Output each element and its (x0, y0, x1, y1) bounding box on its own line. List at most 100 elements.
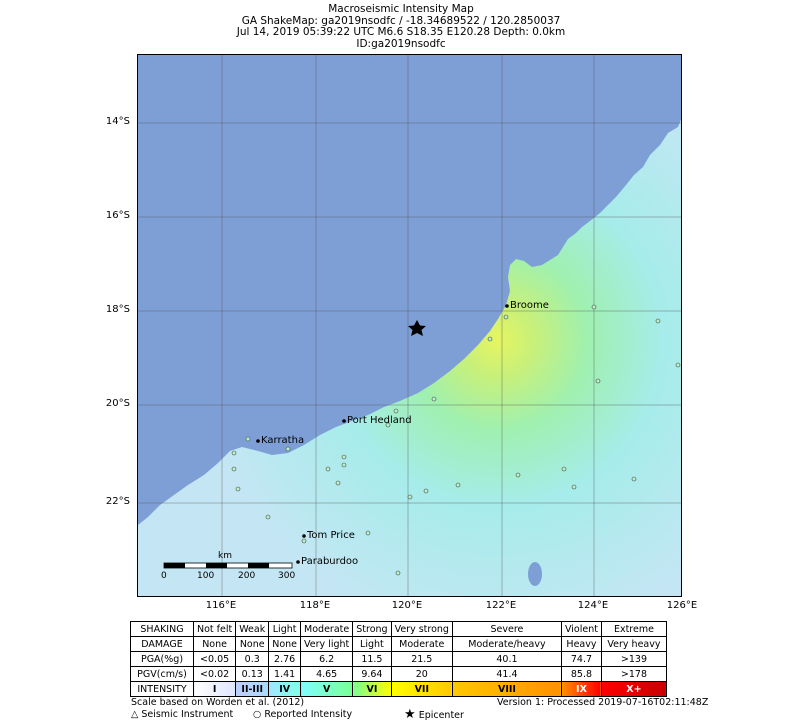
intensity-swatch-VI: VI (352, 681, 392, 697)
map-title: Macroseismic Intensity Map GA ShakeMap: … (0, 3, 802, 50)
lat-label-22s: 22°S (105, 496, 130, 507)
legend-cell: Not felt (192, 621, 237, 637)
legend-row-intensity: INTENSITY I II-III IV V VI VII VIII IX X… (130, 681, 667, 697)
legend-cell: Very heavy (600, 636, 667, 652)
legend-cell: Moderate (390, 636, 453, 652)
legend-cell: >139 (600, 651, 667, 667)
legend-reported-intensity: ○ Reported Intensity (253, 709, 352, 720)
legend-cell: Light (352, 636, 392, 652)
legend-cell: None (268, 636, 302, 652)
seismic-instrument-label: Seismic Instrument (141, 709, 234, 720)
legend-cell: Very strong (390, 621, 453, 637)
intensity-swatch-I: I (192, 681, 237, 697)
intensity-swatch-X-plus: X+ (600, 681, 667, 697)
lake-feature (528, 562, 542, 586)
legend-cell: Strong (352, 621, 392, 637)
legend-cell: 74.7 (560, 651, 602, 667)
title-line-3: Jul 14, 2019 05:39:22 UTC M6.6 S18.35 E1… (236, 26, 566, 38)
legend-cell: Moderate/heavy (451, 636, 562, 652)
place-label-paraburdoo: Paraburdoo (301, 556, 359, 567)
lat-label-20s: 20°S (105, 398, 130, 409)
lon-label-118e: 118°E (299, 600, 331, 611)
legend-cell: 41.4 (451, 666, 562, 682)
title-line-4: ID:ga2019nsodfc (356, 37, 446, 50)
legend-row-label: INTENSITY (130, 681, 194, 697)
place-label-karratha: Karratha (261, 435, 305, 446)
legend-cell: 4.65 (300, 666, 354, 682)
legend-cell: 11.5 (352, 651, 392, 667)
lon-label-120e: 120°E (391, 600, 423, 611)
scale-tick-200: 200 (238, 571, 256, 581)
legend-cell: 21.5 (390, 651, 453, 667)
scale-bar (163, 562, 293, 569)
legend-cell: 1.41 (268, 666, 302, 682)
place-label-tom-price: Tom Price (307, 530, 355, 541)
legend-row-damage: DAMAGE None None None Very light Light M… (130, 636, 667, 652)
scale-tick-300: 300 (278, 571, 296, 581)
legend-cell: Very light (300, 636, 354, 652)
legend-cell: 9.64 (352, 666, 392, 682)
legend-cell: Violent (560, 621, 602, 637)
map-svg (138, 55, 681, 596)
reported-intensity-label: Reported Intensity (264, 709, 353, 720)
place-label-port-hedland: Port Hedland (347, 415, 412, 426)
circle-icon: ○ (253, 709, 262, 720)
legend-cell: >178 (600, 666, 667, 682)
lat-label-14s: 14°S (105, 116, 130, 127)
legend-row-label: DAMAGE (130, 636, 194, 652)
legend-row-shaking: SHAKING Not felt Weak Light Moderate Str… (130, 621, 667, 637)
lat-label-18s: 18°S (105, 304, 130, 315)
intensity-swatch-V: V (300, 681, 354, 697)
triangle-icon: △ (131, 709, 139, 720)
legend-cell: Severe (451, 621, 562, 637)
place-label-broome: Broome (510, 300, 549, 311)
legend-row-pga: PGA(%g) <0.05 0.3 2.76 6.2 11.5 21.5 40.… (130, 651, 667, 667)
intensity-swatch-VII: VII (390, 681, 453, 697)
intensity-map[interactable]: Broome Port Hedland Karratha Tom Price P… (137, 54, 682, 597)
intensity-legend-table: SHAKING Not felt Weak Light Moderate Str… (130, 621, 667, 697)
legend-cell: 0.3 (235, 651, 270, 667)
legend-row-pgv: PGV(cm/s) <0.02 0.13 1.41 4.65 9.64 20 4… (130, 666, 667, 682)
legend-cell: Weak (235, 621, 270, 637)
scale-tick-0: 0 (161, 571, 167, 581)
scale-note: Scale based on Worden et al. (2012) (131, 697, 305, 708)
intensity-swatch-II-III: II-III (235, 681, 270, 697)
lat-label-16s: 16°S (105, 210, 130, 221)
land-area (138, 119, 681, 596)
legend-cell: Extreme (600, 621, 667, 637)
star-icon: ★ (404, 707, 416, 722)
legend-cell: 40.1 (451, 651, 562, 667)
legend-cell: 0.13 (235, 666, 270, 682)
lon-label-126e: 126°E (666, 600, 698, 611)
legend-seismic-instrument: △ Seismic Instrument (131, 709, 233, 720)
legend-cell: None (235, 636, 270, 652)
legend-cell: Moderate (300, 621, 354, 637)
legend-cell: 85.8 (560, 666, 602, 682)
version-label: Version 1: Processed 2019-07-16T02:11:48… (497, 697, 709, 708)
legend-cell: Light (268, 621, 302, 637)
legend-row-label: PGA(%g) (130, 651, 194, 667)
title-line-1: Macroseismic Intensity Map (328, 3, 474, 15)
scale-bar-unit: km (218, 551, 232, 561)
legend-row-label: PGV(cm/s) (130, 666, 194, 682)
legend-cell: Heavy (560, 636, 602, 652)
intensity-swatch-VIII: VIII (451, 681, 562, 697)
lon-label-122e: 122°E (485, 600, 517, 611)
legend-cell: 2.76 (268, 651, 302, 667)
legend-cell: <0.05 (192, 651, 237, 667)
graticule (138, 55, 681, 596)
epicenter-label: Epicenter (418, 710, 464, 721)
intensity-swatch-IX: IX (560, 681, 602, 697)
epicenter-star[interactable] (408, 320, 426, 336)
scale-tick-100: 100 (197, 571, 215, 581)
title-line-2: GA ShakeMap: ga2019nsodfc / -18.34689522… (241, 14, 561, 27)
legend-cell: 6.2 (300, 651, 354, 667)
legend-cell: None (192, 636, 237, 652)
lon-label-116e: 116°E (205, 600, 237, 611)
legend-row-label: SHAKING (130, 621, 194, 637)
reported-intensity-points (231, 304, 681, 576)
place-markers (256, 304, 509, 564)
legend-cell: 20 (390, 666, 453, 682)
legend-epicenter: ★ Epicenter (404, 707, 464, 722)
lon-label-124e: 124°E (577, 600, 609, 611)
